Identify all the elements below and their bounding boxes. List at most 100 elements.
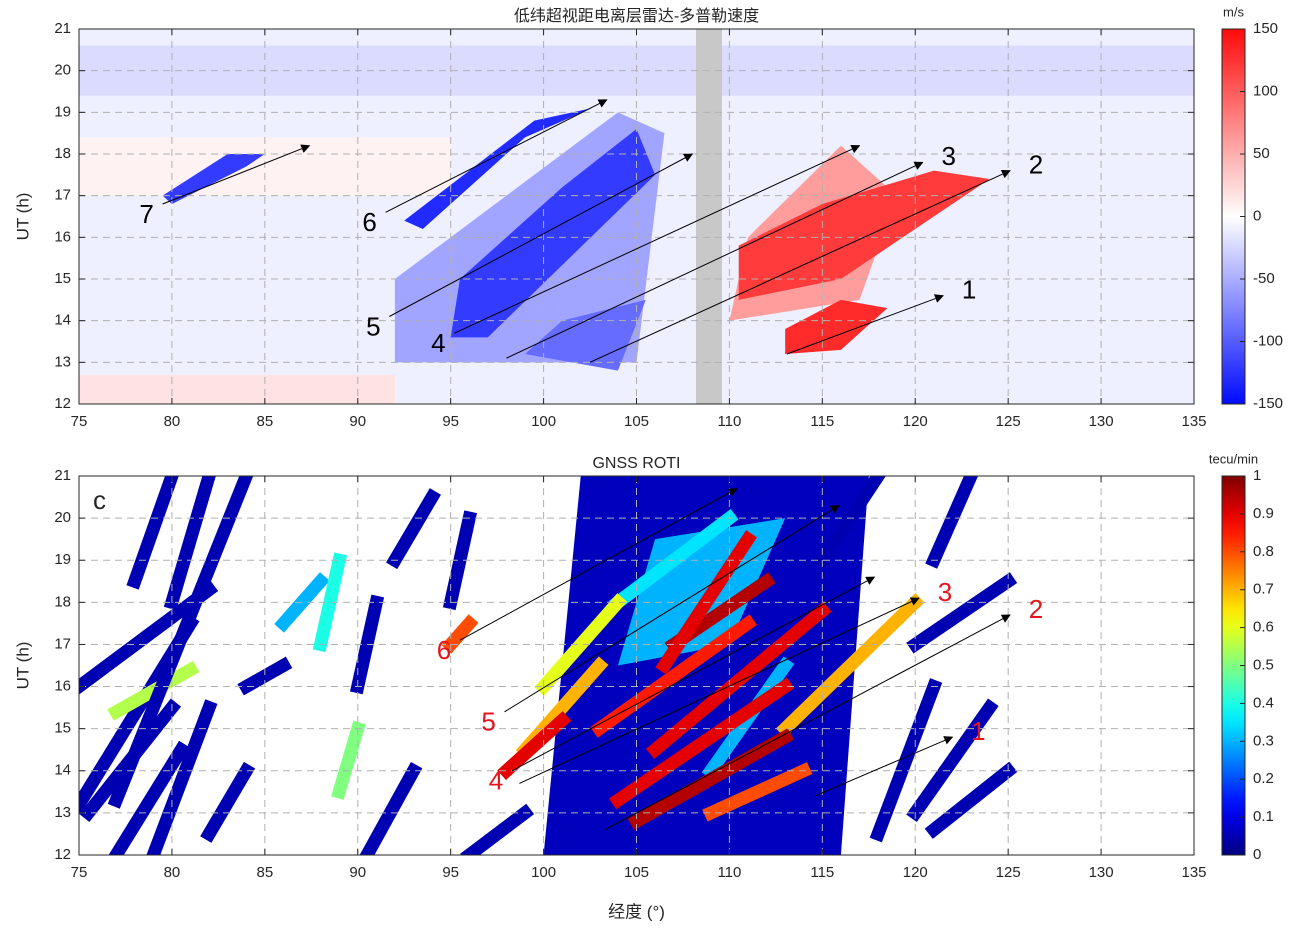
arrow <box>454 144 861 334</box>
arrow <box>604 614 1011 831</box>
roti-streak <box>627 728 795 831</box>
roti-streak <box>442 510 477 611</box>
arrow-label: 7 <box>139 199 153 229</box>
y-tick-label: 14 <box>54 762 71 779</box>
roti-streak <box>386 488 441 570</box>
y-tick-label: 19 <box>54 103 71 120</box>
arrow <box>162 144 311 205</box>
y-tick-label: 21 <box>54 20 71 37</box>
roti-streak <box>441 614 479 654</box>
roti-streak <box>107 476 254 809</box>
x-tick-label: 105 <box>624 864 649 881</box>
arrow-label: 6 <box>362 207 376 237</box>
arrow <box>389 153 694 317</box>
colorbar-tick-label: 50 <box>1253 145 1270 162</box>
x-tick-label: 105 <box>624 413 649 430</box>
y-tick-label: 16 <box>54 228 71 245</box>
x-tick-label: 110 <box>717 413 741 430</box>
colorbar-label: tecu/min <box>1209 451 1258 466</box>
roti-streak <box>924 761 1018 839</box>
axes-frame <box>78 475 1195 856</box>
panel: 75 80 85 90 95 100 105 110 115 120 125 130 135121314… <box>13 4 1283 430</box>
roti-streak <box>534 593 628 696</box>
roti-streak <box>460 803 535 855</box>
y-tick-label: 12 <box>54 395 71 412</box>
colorbar-tick-label: 0.1 <box>1253 808 1274 825</box>
colorbar-tick-label: 1 <box>1253 467 1261 484</box>
colorbar-tick-label: 150 <box>1253 20 1278 37</box>
heat-patch <box>525 299 646 371</box>
arrow <box>589 169 1011 363</box>
y-tick-label: 20 <box>54 509 71 526</box>
heat-patch <box>450 129 656 338</box>
roti-streak <box>126 476 179 590</box>
roti-streak <box>200 761 256 843</box>
y-tick-label: 21 <box>54 467 71 484</box>
y-tick-label: 13 <box>54 804 71 821</box>
panel-label: c <box>93 485 106 515</box>
y-tick-label: 20 <box>54 62 71 79</box>
colorbar-tick-label: 0 <box>1253 207 1261 224</box>
arrow-label: 4 <box>431 328 445 358</box>
roti-streak <box>775 593 925 738</box>
x-tick-label: 95 <box>442 413 459 430</box>
roti-streak <box>237 656 293 696</box>
arrow <box>506 161 924 359</box>
roti-streak <box>163 476 216 611</box>
x-tick-label: 85 <box>256 864 273 881</box>
x-tick-label: 135 <box>1181 413 1206 430</box>
x-tick-label: 110 <box>717 864 741 881</box>
colorbar-tick-label: 0.2 <box>1253 770 1274 787</box>
arrow-label: 3 <box>941 141 955 171</box>
colorbar-tick-label: 100 <box>1253 82 1278 99</box>
x-tick-label: 130 <box>1089 413 1114 430</box>
x-tick-label: 100 <box>531 864 556 881</box>
colorbar-tick-label: -50 <box>1253 270 1275 287</box>
arrow-label: 2 <box>1029 594 1043 624</box>
x-tick-label: 115 <box>810 413 834 430</box>
heat-patch <box>79 374 395 404</box>
y-tick-label: 19 <box>54 551 71 568</box>
roti-streak <box>146 699 218 855</box>
arrow-label: 5 <box>366 311 380 341</box>
colorbar-tick-label: 0.5 <box>1253 656 1274 673</box>
roti-streak <box>108 740 191 855</box>
roti-streak <box>906 572 1018 654</box>
x-tick-label: 120 <box>903 413 928 430</box>
axes-frame <box>78 28 1195 405</box>
colorbar-tick-label: 0.8 <box>1253 543 1274 560</box>
colorbar-tick-label: 0.9 <box>1253 505 1274 522</box>
y-tick-label: 16 <box>54 678 71 695</box>
arrow-label: 1 <box>971 716 985 746</box>
x-tick-label: 95 <box>442 864 459 881</box>
heat-patch <box>162 154 265 204</box>
colorbar-tick-label: 0.3 <box>1253 732 1274 749</box>
x-tick-label: 75 <box>71 864 88 881</box>
arrow <box>519 597 920 784</box>
roti-streak <box>925 476 979 569</box>
colorbar-tick-label: -100 <box>1253 332 1283 349</box>
x-tick-label: 130 <box>1089 864 1114 881</box>
arrow <box>459 488 738 641</box>
heat-patch <box>543 476 869 855</box>
x-tick-label: 80 <box>164 413 181 430</box>
x-tick-label: 115 <box>810 864 834 881</box>
chart-title: 低纬超视距电离层雷达-多普勒速度 <box>514 7 759 25</box>
chart-title: GNSS ROTI <box>592 455 680 472</box>
x-tick-label: 85 <box>256 413 273 430</box>
x-tick-label: 125 <box>996 413 1021 430</box>
y-axis-label: UT (h) <box>13 193 32 241</box>
x-tick-label: 120 <box>903 864 928 881</box>
y-tick-label: 14 <box>54 312 71 329</box>
roti-streak <box>906 698 999 822</box>
colorbar-tick-label: 0.7 <box>1253 581 1274 598</box>
arrow-label: 4 <box>489 766 503 796</box>
roti-streak <box>702 762 813 822</box>
x-tick-label: 90 <box>349 413 366 430</box>
roti-streak <box>869 678 943 843</box>
roti-streak <box>608 677 795 810</box>
y-tick-label: 17 <box>54 187 71 204</box>
y-tick-label: 15 <box>54 270 71 287</box>
y-tick-label: 18 <box>54 145 71 162</box>
